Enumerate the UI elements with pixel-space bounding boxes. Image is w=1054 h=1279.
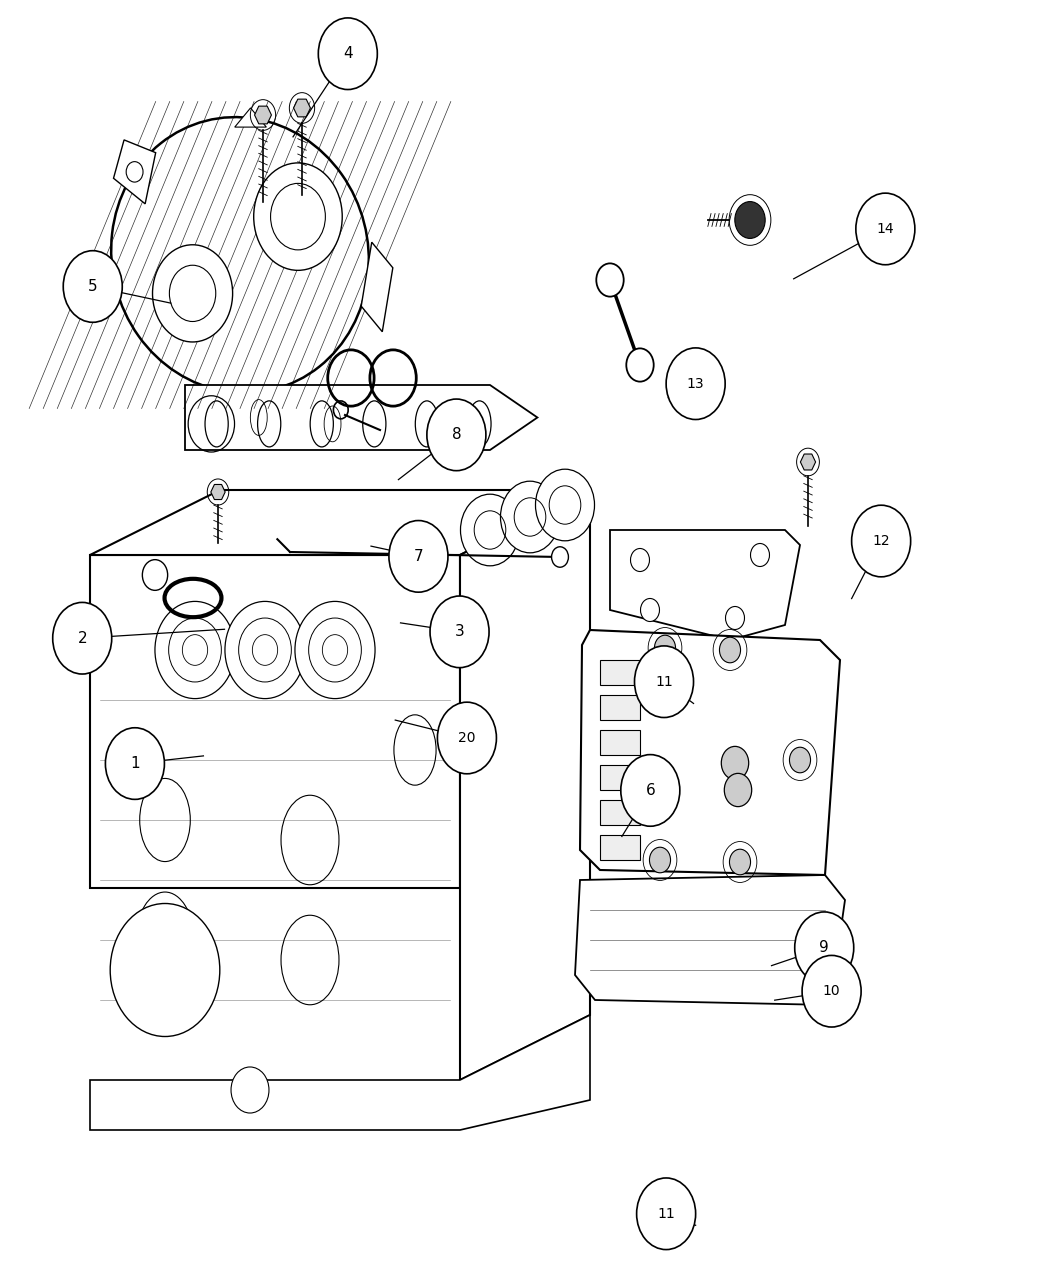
Polygon shape (90, 555, 460, 888)
Circle shape (318, 18, 377, 90)
Polygon shape (294, 100, 311, 116)
Circle shape (535, 469, 594, 541)
Circle shape (635, 646, 694, 718)
Circle shape (155, 601, 235, 698)
Circle shape (789, 747, 811, 773)
Circle shape (649, 847, 670, 872)
Circle shape (720, 637, 741, 663)
Circle shape (461, 494, 520, 565)
Polygon shape (610, 530, 800, 640)
Polygon shape (460, 490, 590, 1079)
Text: 8: 8 (451, 427, 462, 443)
Polygon shape (235, 107, 267, 127)
Polygon shape (575, 875, 845, 1005)
Circle shape (225, 601, 305, 698)
Circle shape (750, 544, 769, 567)
Circle shape (153, 244, 233, 341)
Polygon shape (600, 730, 640, 755)
Circle shape (626, 348, 653, 381)
Circle shape (597, 263, 624, 297)
Text: 11: 11 (658, 1207, 675, 1220)
Circle shape (735, 202, 765, 238)
Text: 11: 11 (656, 675, 672, 688)
Polygon shape (211, 485, 226, 500)
Polygon shape (600, 694, 640, 720)
Text: 12: 12 (873, 535, 890, 547)
Ellipse shape (111, 118, 369, 393)
Polygon shape (800, 454, 816, 469)
Text: 9: 9 (819, 940, 829, 955)
Circle shape (551, 546, 568, 567)
Circle shape (389, 521, 448, 592)
Circle shape (655, 636, 676, 661)
Polygon shape (580, 631, 840, 875)
Polygon shape (255, 106, 272, 124)
Circle shape (254, 162, 343, 270)
Circle shape (126, 161, 143, 182)
Text: 1: 1 (130, 756, 140, 771)
Text: 14: 14 (877, 223, 894, 235)
Circle shape (105, 728, 164, 799)
Text: 20: 20 (458, 732, 475, 744)
Circle shape (427, 399, 486, 471)
Circle shape (641, 599, 660, 622)
Circle shape (637, 1178, 696, 1250)
Circle shape (729, 849, 750, 875)
Circle shape (795, 912, 854, 984)
Text: 2: 2 (77, 631, 87, 646)
Circle shape (724, 774, 752, 807)
Circle shape (802, 955, 861, 1027)
Circle shape (111, 903, 220, 1036)
Circle shape (63, 251, 122, 322)
Polygon shape (90, 490, 590, 555)
Circle shape (852, 505, 911, 577)
Circle shape (856, 193, 915, 265)
Circle shape (437, 702, 496, 774)
Circle shape (53, 602, 112, 674)
Polygon shape (600, 799, 640, 825)
Text: 7: 7 (413, 549, 424, 564)
Circle shape (142, 560, 168, 591)
Circle shape (430, 596, 489, 668)
Text: 5: 5 (87, 279, 98, 294)
Circle shape (621, 755, 680, 826)
Text: 6: 6 (645, 783, 656, 798)
Polygon shape (186, 385, 538, 450)
Text: 3: 3 (454, 624, 465, 640)
Circle shape (630, 549, 649, 572)
Polygon shape (114, 139, 156, 203)
Circle shape (295, 601, 375, 698)
Circle shape (666, 348, 725, 420)
Polygon shape (600, 835, 640, 859)
Text: 13: 13 (687, 377, 704, 390)
Polygon shape (90, 1016, 590, 1131)
Polygon shape (600, 660, 640, 686)
Text: 10: 10 (823, 985, 840, 998)
Circle shape (231, 1067, 269, 1113)
Text: 4: 4 (343, 46, 353, 61)
Polygon shape (600, 765, 640, 790)
Circle shape (501, 481, 560, 553)
Polygon shape (362, 242, 393, 331)
Circle shape (721, 747, 748, 780)
Circle shape (725, 606, 744, 629)
